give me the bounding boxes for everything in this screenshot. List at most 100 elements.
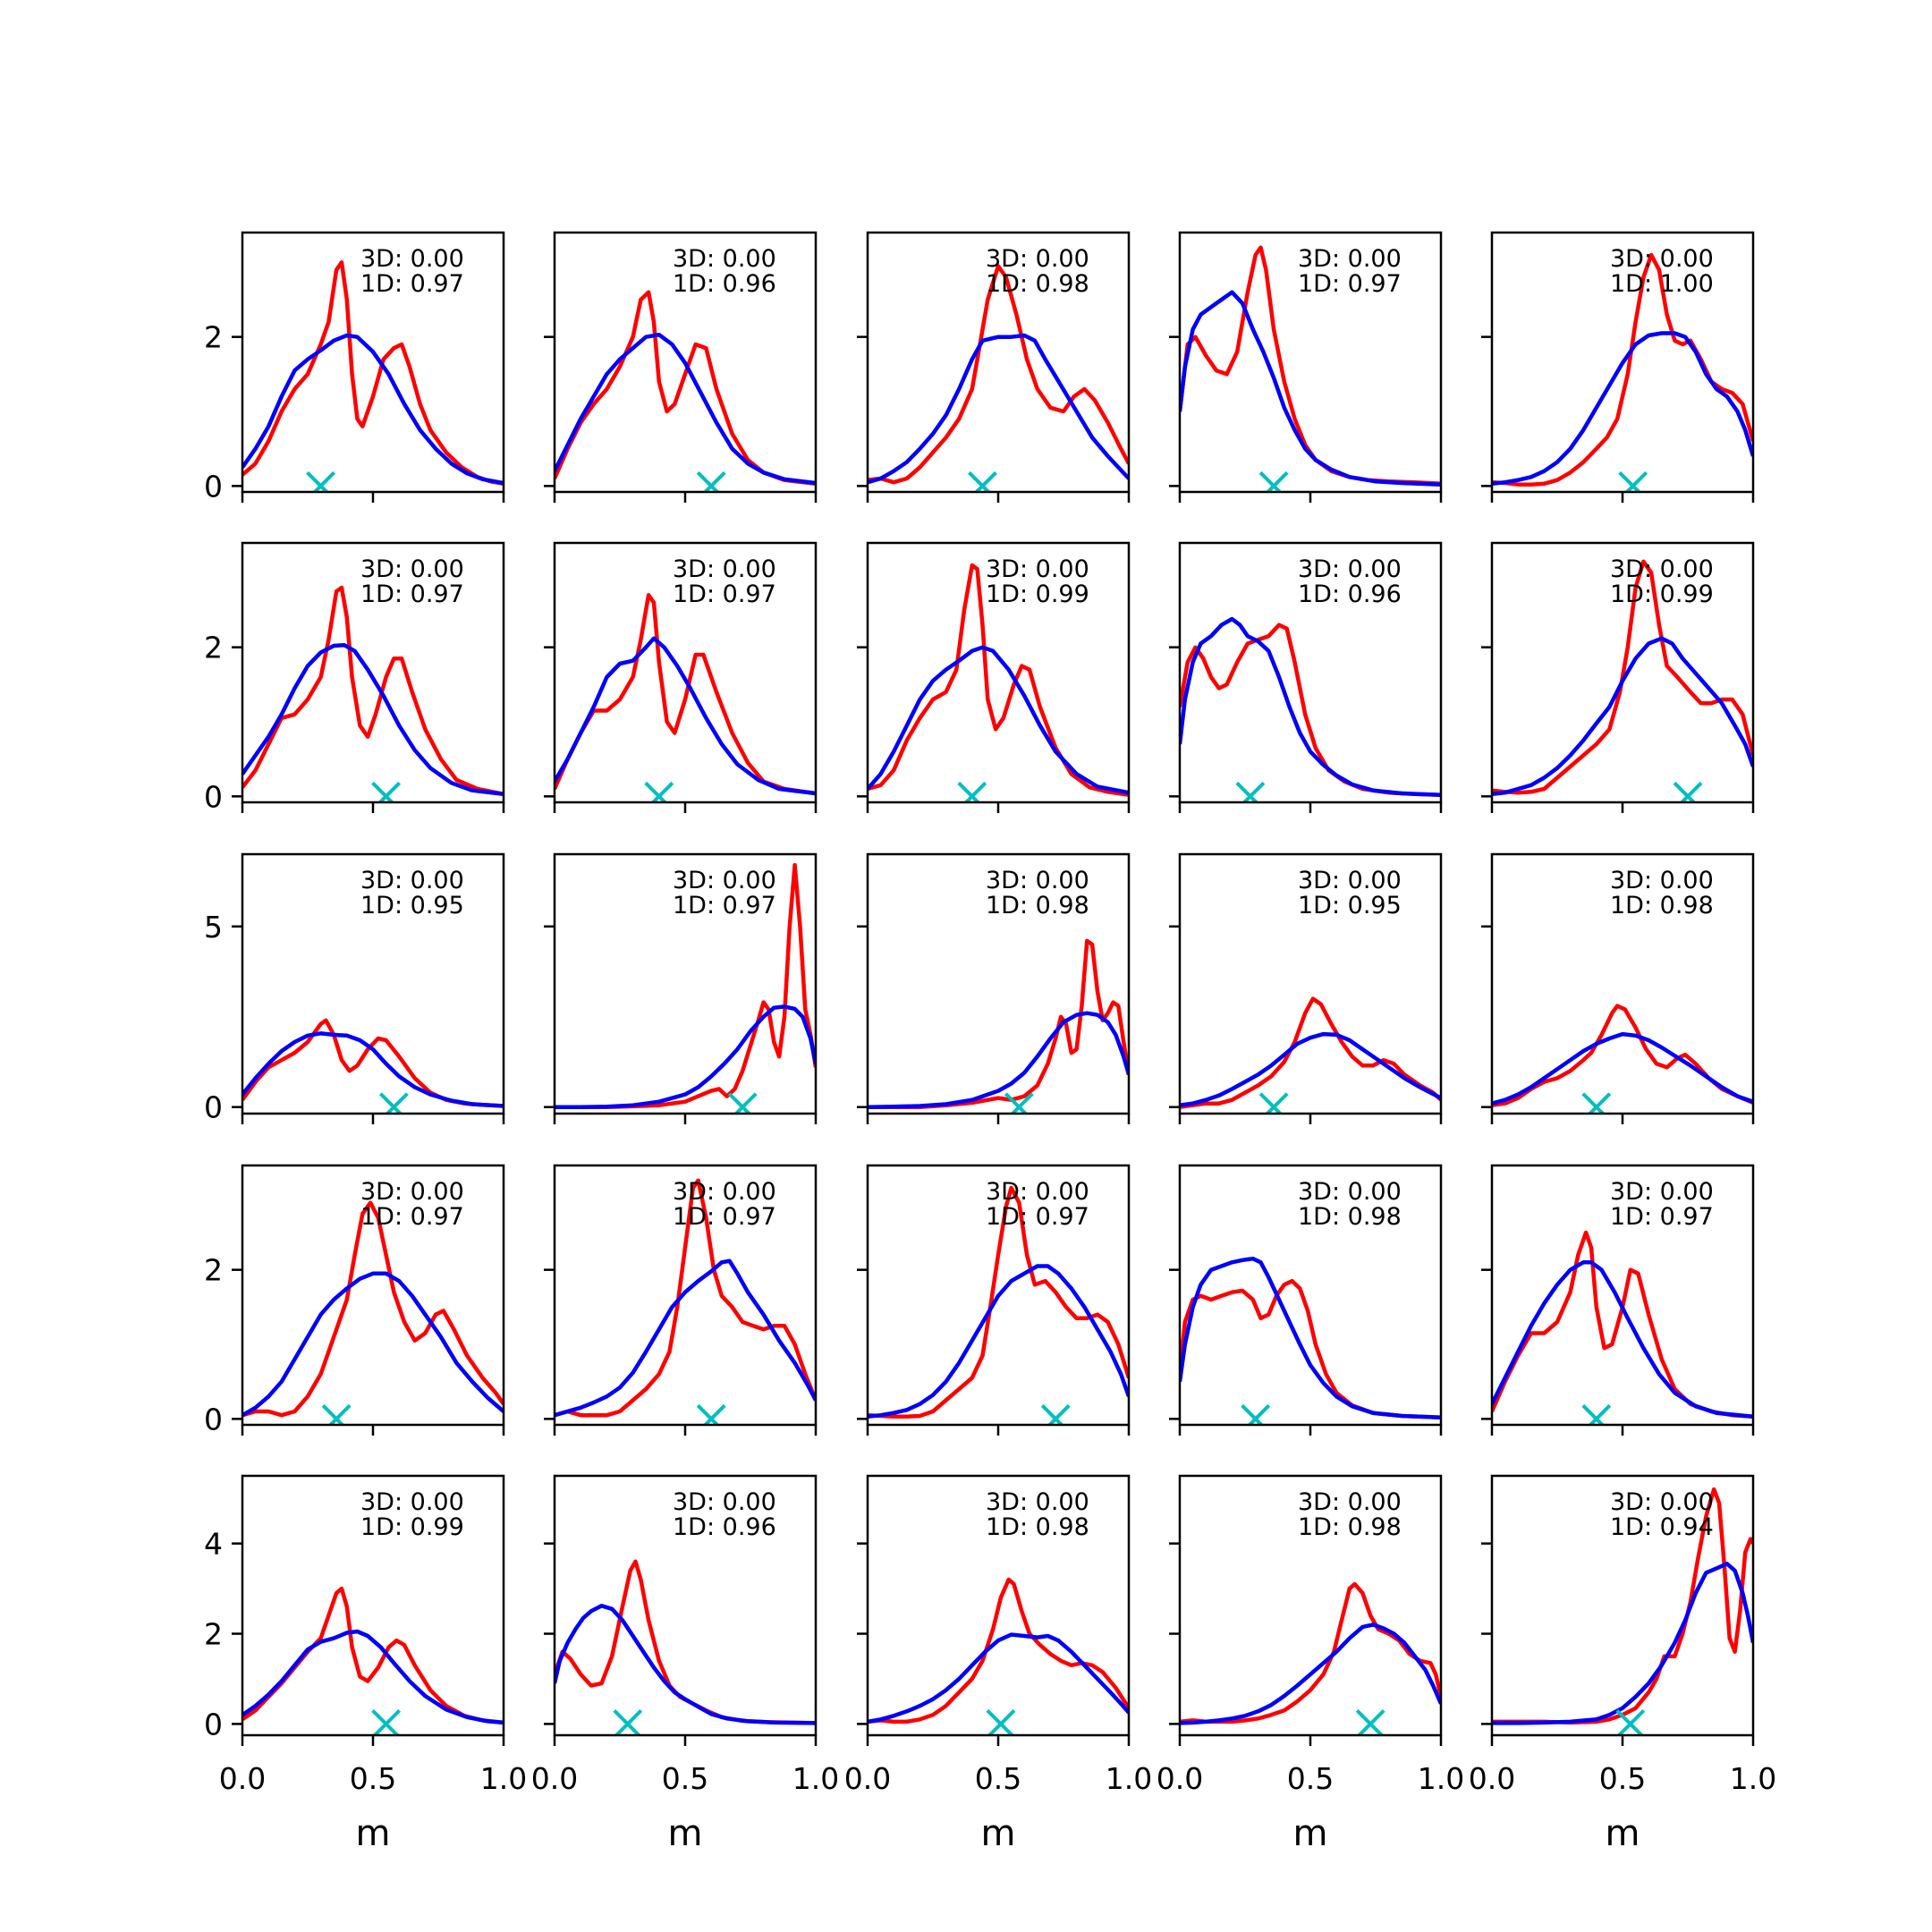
x-tick-label: 1.0 [1106, 1761, 1152, 1796]
red-density-line [868, 1185, 1129, 1419]
cyan-x-marker [696, 1403, 726, 1425]
red-density-line [555, 593, 816, 796]
y-tick-label: 0 [204, 1090, 223, 1125]
annotation-1d: 1D: 0.95 [1298, 892, 1402, 919]
y-tick-label: 2 [204, 320, 223, 355]
red-density-line [1492, 1004, 1753, 1107]
annotation-3d: 3D: 0.00 [1610, 867, 1714, 894]
x-tick-label: 0.5 [1287, 1761, 1334, 1796]
red-density-line [555, 862, 816, 1109]
annotation-3d: 3D: 0.00 [986, 1178, 1089, 1206]
cyan-x-marker [1258, 470, 1289, 492]
y-tick-label: 0 [204, 469, 223, 504]
red-density-line [242, 260, 504, 487]
blue-density-line [242, 1031, 504, 1108]
annotation-1d: 1D: 0.97 [360, 580, 464, 608]
cyan-x-marker [1615, 1708, 1646, 1735]
annotation-1d: 1D: 0.95 [360, 892, 464, 919]
annotation-1d: 1D: 0.97 [986, 1203, 1089, 1231]
cyan-x-marker [986, 1708, 1016, 1735]
cyan-x-marker [1618, 470, 1648, 492]
blue-density-line [868, 1632, 1129, 1724]
annotation-1d: 1D: 0.97 [673, 892, 776, 919]
cyan-x-marker [1241, 1403, 1271, 1425]
annotation-3d: 3D: 0.00 [986, 245, 1089, 273]
annotation-3d: 3D: 0.00 [360, 1178, 464, 1206]
blue-density-line [242, 1271, 504, 1418]
plot-area [1492, 1487, 1753, 1735]
annotation-3d: 3D: 0.00 [360, 555, 464, 583]
annotation-1d: 1D: 0.99 [986, 580, 1089, 608]
annotation-1d: 1D: 0.97 [360, 1203, 464, 1231]
cyan-x-marker [371, 1708, 402, 1735]
annotation-3d: 3D: 0.00 [673, 1178, 776, 1206]
plot-area [555, 1559, 816, 1735]
blue-density-line [1180, 290, 1441, 487]
x-axis-label: m [668, 1813, 703, 1854]
plot-area [868, 1185, 1129, 1425]
cyan-x-marker [1004, 1092, 1034, 1114]
annotation-1d: 1D: 0.96 [673, 1513, 776, 1541]
cyan-x-marker [1581, 1092, 1612, 1114]
y-tick-label: 0 [204, 1707, 223, 1741]
blue-density-line [555, 1004, 816, 1109]
cyan-x-marker [1581, 1403, 1612, 1425]
annotation-3d: 3D: 0.00 [1610, 245, 1714, 273]
plot-area [242, 260, 504, 492]
plot-area [555, 1178, 816, 1425]
x-tick-label: 0.0 [844, 1761, 891, 1796]
annotation-3d: 3D: 0.00 [986, 1488, 1089, 1516]
x-axis-label: m [1293, 1813, 1328, 1854]
annotation-1d: 1D: 0.96 [1298, 580, 1402, 608]
plot-area [555, 862, 816, 1114]
blue-density-line [1180, 1256, 1441, 1419]
plot-area [1180, 996, 1441, 1114]
x-tick-label: 1.0 [480, 1761, 527, 1796]
red-density-line [242, 1200, 504, 1418]
blue-density-line [1492, 1562, 1753, 1725]
x-tick-label: 0.0 [531, 1761, 578, 1796]
plot-area [1180, 245, 1441, 492]
annotation-1d: 1D: 0.98 [1298, 1203, 1402, 1231]
plot-area [868, 563, 1129, 802]
plot-area [242, 1586, 504, 1735]
annotation-3d: 3D: 0.00 [986, 867, 1089, 894]
y-tick-label: 0 [204, 1402, 223, 1436]
blue-density-line [868, 333, 1129, 485]
red-density-line [1492, 559, 1753, 795]
x-tick-label: 0.5 [1599, 1761, 1646, 1796]
blue-density-line [1180, 1623, 1441, 1725]
x-tick-label: 0.0 [219, 1761, 266, 1796]
red-density-line [1180, 996, 1441, 1109]
annotation-3d: 3D: 0.00 [673, 867, 776, 894]
blue-density-line [1180, 616, 1441, 797]
plot-area [242, 1018, 504, 1114]
annotation-1d: 1D: 0.97 [360, 270, 464, 298]
cyan-x-marker [1355, 1708, 1385, 1735]
cyan-x-marker [613, 1708, 643, 1735]
plot-area [1492, 1004, 1753, 1114]
blue-density-line [242, 642, 504, 797]
blue-density-line [868, 1264, 1129, 1419]
blue-density-line [555, 332, 816, 486]
annotation-1d: 1D: 0.97 [673, 580, 776, 608]
x-tick-label: 0.5 [662, 1761, 708, 1796]
annotation-3d: 3D: 0.00 [360, 245, 464, 273]
cyan-x-marker [957, 781, 987, 802]
plot-area [555, 593, 816, 802]
